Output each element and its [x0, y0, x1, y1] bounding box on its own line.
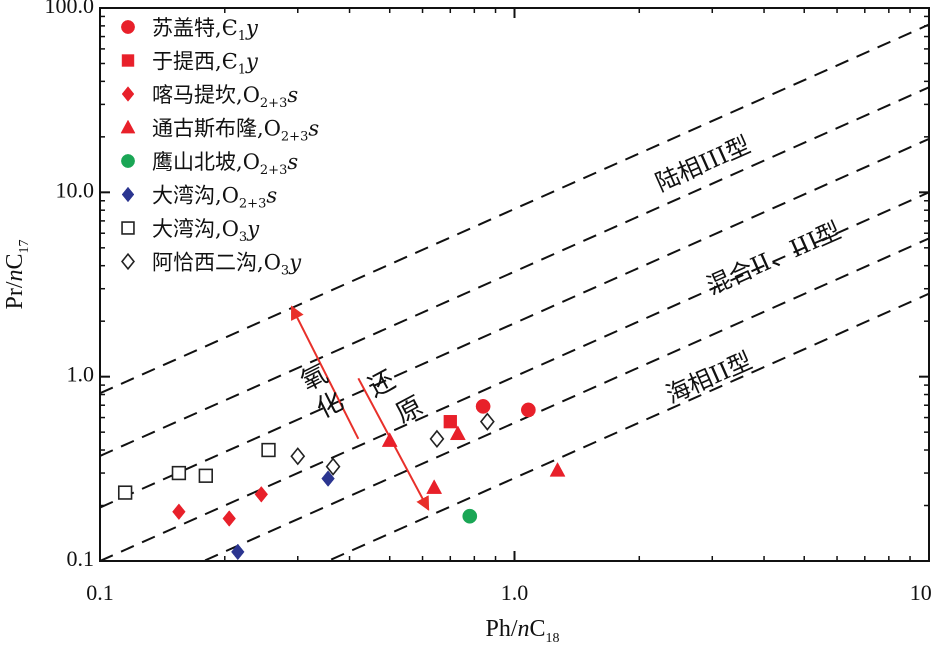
reference-line [100, 191, 929, 561]
data-points [117, 398, 566, 561]
data-point [462, 508, 478, 524]
legend-marker [121, 54, 135, 67]
legend-label: 通古斯布隆,O2+3s [152, 117, 319, 145]
y-tick-label: 100.0 [45, 0, 95, 18]
legend-label: 喀马提坎,O2+3s [152, 83, 298, 111]
legend-marker [121, 221, 135, 235]
y-tick-label: 10.0 [56, 177, 95, 202]
data-point [222, 510, 236, 527]
data-point [475, 398, 491, 414]
reference-line [100, 23, 929, 395]
x-tick-label: 1.0 [501, 580, 529, 605]
y-axis: 0.1 1.0 10.0 100.0 [45, 0, 929, 571]
legend-marker [121, 86, 135, 102]
legend: 苏盖特,Є1y 于提西,Є1y 喀马提坎,O2+3s 通古斯布隆,O2+3s 鹰山北坡,… [120, 16, 319, 279]
y-tick-label: 1.0 [67, 362, 95, 387]
data-point [290, 447, 306, 466]
data-point [381, 432, 398, 447]
data-point [549, 462, 566, 477]
legend-label: 阿恰西二沟,O3y [152, 251, 302, 279]
y-tick-label: 0.1 [67, 546, 95, 571]
legend-marker [120, 119, 136, 134]
data-point [198, 468, 213, 483]
region-label: 海相II型 [662, 347, 756, 410]
x-tick-label: 0.1 [86, 580, 114, 605]
data-point [443, 415, 457, 429]
data-point [261, 442, 276, 458]
reference-line [100, 86, 929, 457]
region-label: 陆相III型 [651, 131, 754, 197]
legend-label: 鹰山北坡,O2+3s [152, 150, 298, 178]
legend-label: 大湾沟,O3y [152, 217, 260, 245]
data-point [321, 470, 335, 487]
x-axis-title: Ph/nC18 [485, 616, 559, 646]
data-point [117, 485, 133, 500]
data-point [254, 486, 269, 503]
data-point [231, 543, 245, 561]
legend-label: 大湾沟,O2+3s [152, 184, 277, 212]
y-axis-title: Pr/nC17 [2, 239, 32, 309]
data-point [171, 465, 187, 481]
data-point [426, 479, 443, 494]
data-point [172, 503, 186, 521]
data-point [449, 425, 466, 441]
data-point [520, 402, 536, 418]
data-point [429, 429, 445, 448]
reference-line [100, 137, 929, 509]
data-point [325, 457, 341, 476]
data-point [479, 412, 495, 431]
trend-arrow [290, 305, 360, 440]
x-tick-label: 10.0 [910, 580, 933, 605]
legend-label: 苏盖特,Є1y [152, 16, 259, 44]
legend-marker [121, 20, 135, 34]
legend-marker [121, 154, 135, 168]
legend-label: 于提西,Є1y [152, 50, 259, 78]
legend-marker [121, 186, 135, 203]
region-label: 混合II、III型 [703, 216, 845, 300]
legend-marker [121, 252, 135, 271]
arrow-label: 原 [391, 391, 428, 430]
x-axis: 0.1 1.0 10.0 [86, 8, 933, 605]
